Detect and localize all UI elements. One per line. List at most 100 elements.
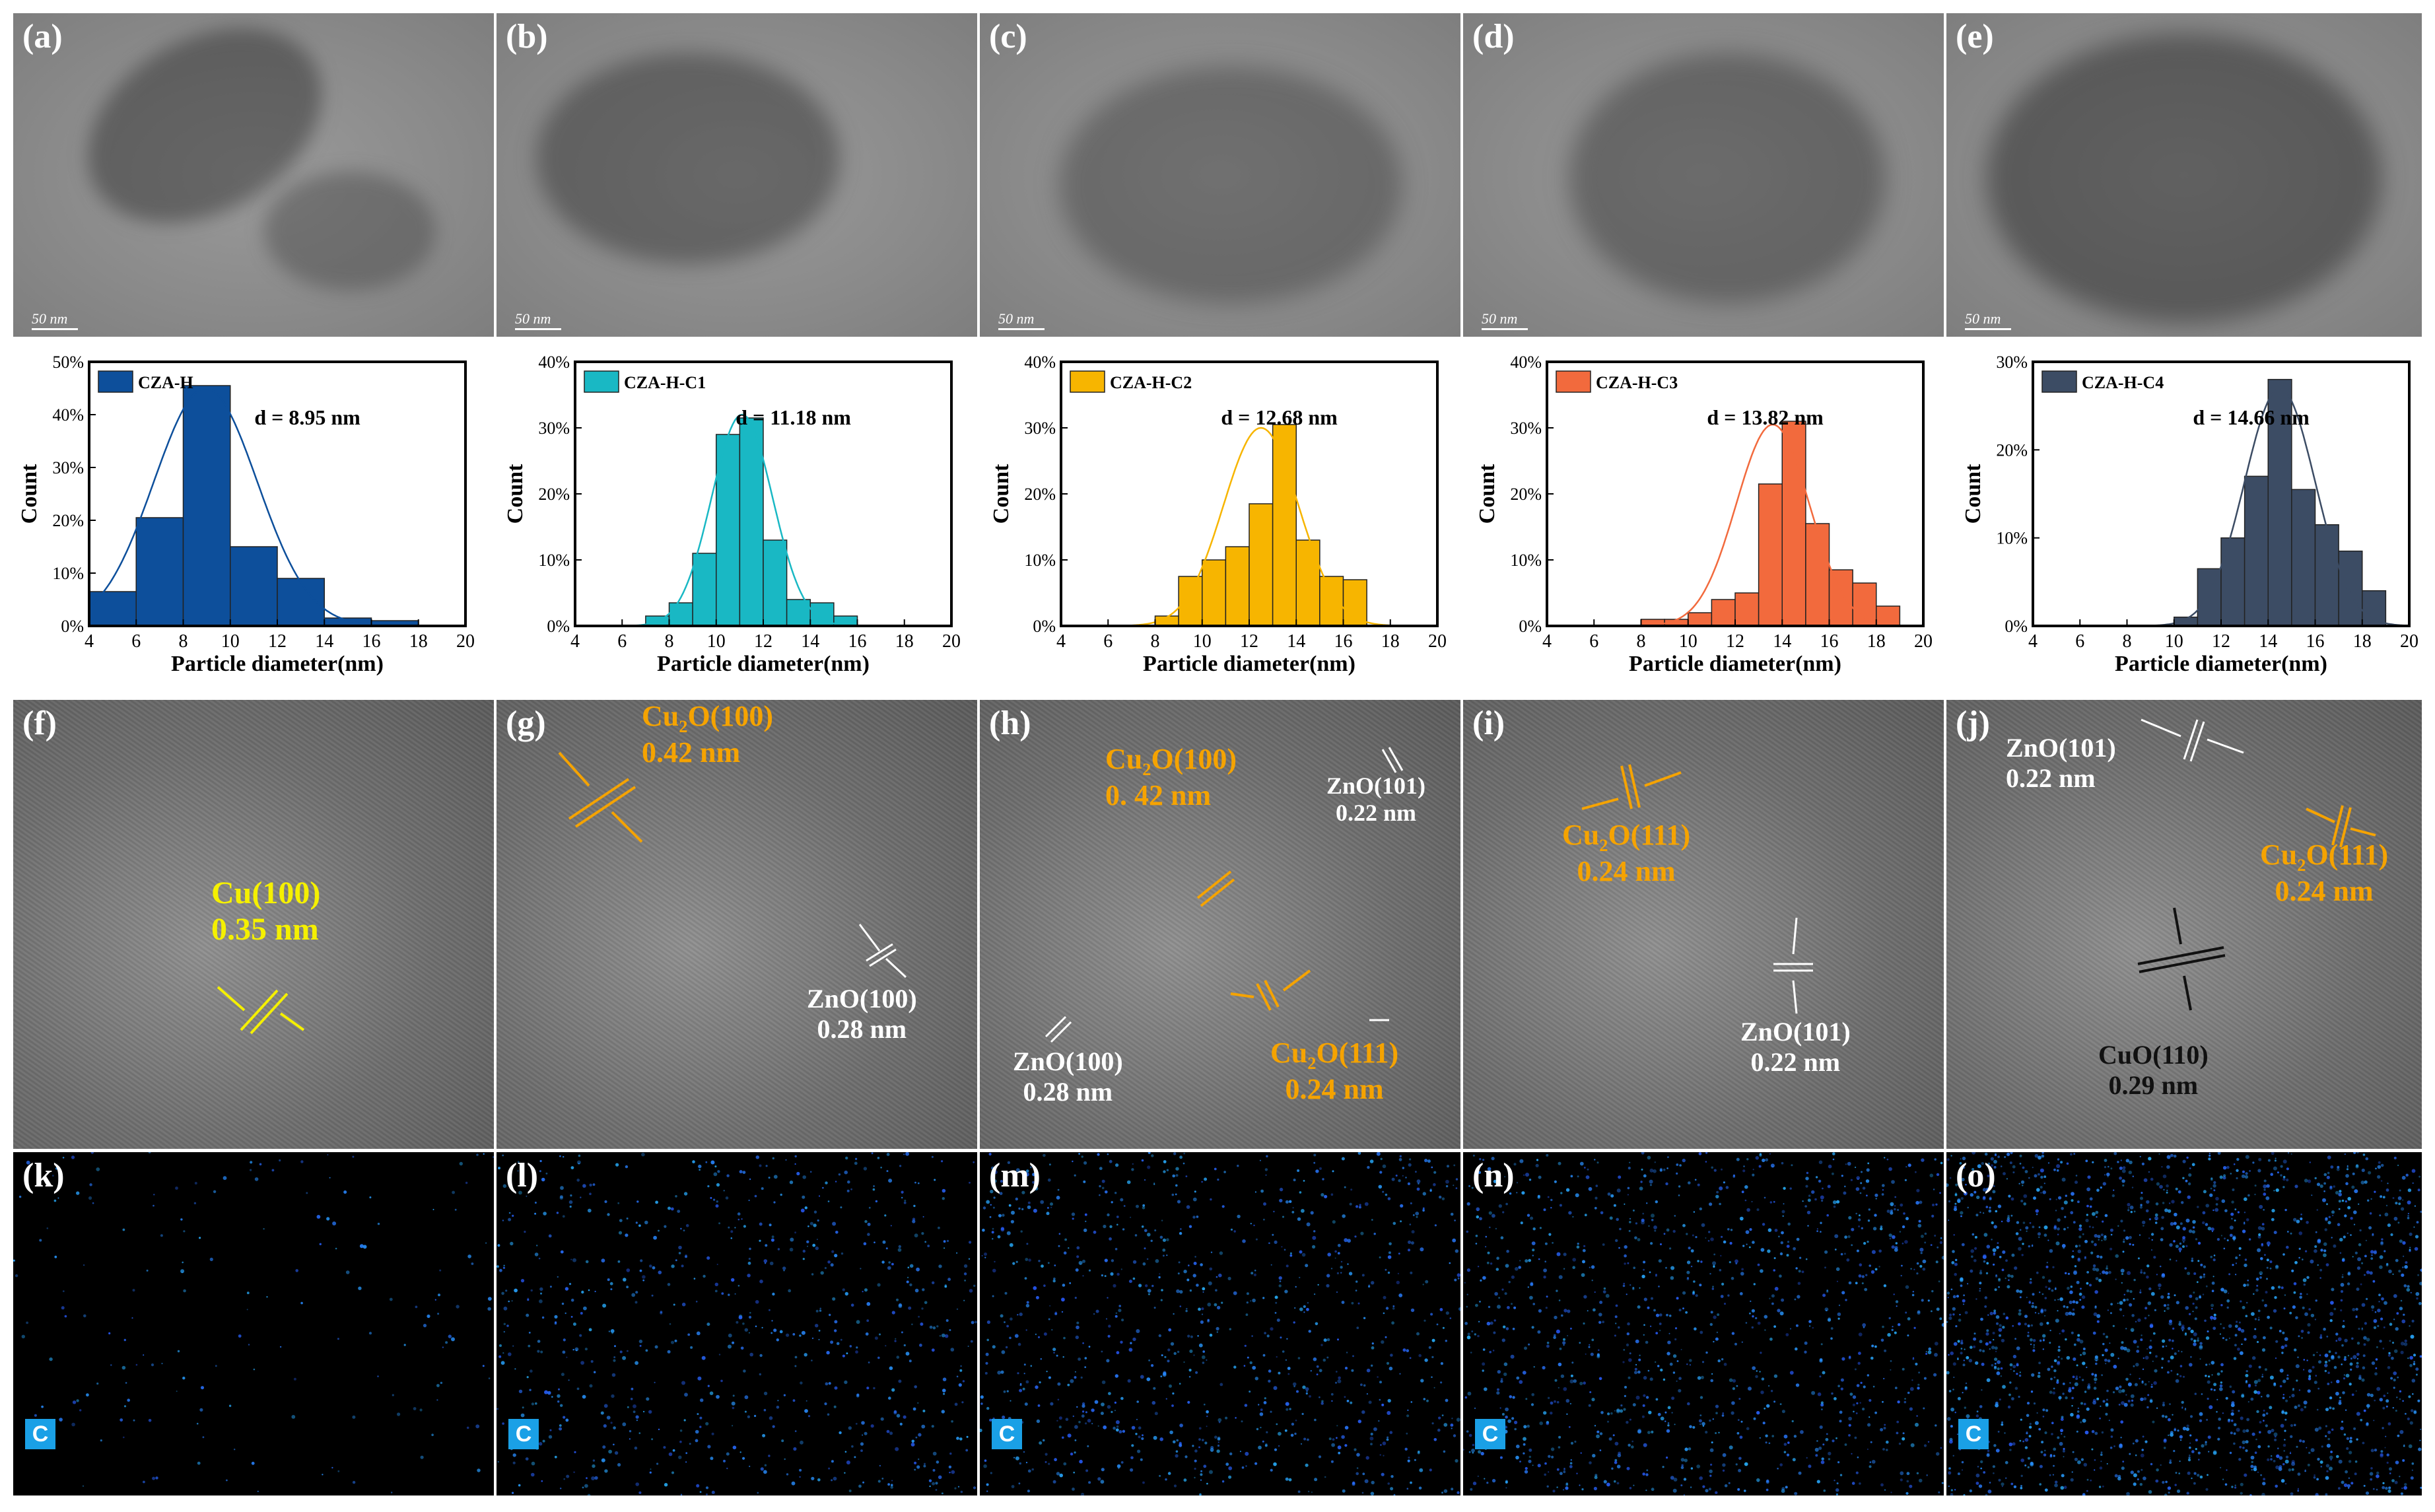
x-tick-label: 12 [268,631,287,652]
eds-dot [1565,1398,1570,1403]
eds-dot [1069,1282,1072,1284]
eds-dot [757,1492,759,1494]
eds-dot [1447,1165,1449,1168]
eds-dot [1989,1311,1993,1315]
eds-dot [914,1181,916,1184]
eds-dot [1596,1161,1599,1164]
eds-dot [53,1199,57,1202]
eds-dot [1874,1345,1877,1348]
eds-dot [2133,1298,2135,1300]
eds-dot [2087,1385,2091,1389]
eds-dot [1085,1220,1087,1222]
eds-dot [2189,1442,2191,1444]
eds-dot [1025,1258,1029,1261]
eds-dot [2175,1379,2179,1383]
eds-dot [2315,1375,2317,1377]
eds-dot [151,1363,154,1367]
eds-dot [1397,1272,1399,1274]
eds-dot [2189,1294,2193,1298]
eds-dot [1010,1317,1013,1321]
eds-dot [2354,1472,2357,1476]
eds-dot [2045,1265,2049,1268]
eds-dot [2129,1235,2132,1239]
eds-dot [1847,1235,1851,1239]
tem-panel-e: (e) 50 nm [1946,13,2422,337]
eds-dot [1744,1185,1748,1189]
eds-dot [1721,1358,1724,1361]
eds-dot [1492,1478,1496,1483]
eds-dot [776,1338,779,1342]
eds-dot [1548,1471,1550,1473]
eds-dot [199,1408,203,1412]
eds-dot [1192,1445,1194,1447]
eds-dot [1520,1221,1523,1225]
eds-dot [1457,1277,1460,1280]
eds-dot [2410,1334,2415,1339]
lattice-annotation: ZnO(100) 0.28 nm [807,984,917,1045]
eds-dot [617,1260,621,1263]
eds-dot [1952,1362,1956,1366]
eds-dot [2080,1402,2083,1405]
eds-dot [1806,1210,1811,1215]
eds-dot [1989,1197,1992,1200]
eds-dot [675,1195,677,1198]
eds-dot [1524,1346,1527,1350]
eds-dot [1201,1307,1204,1311]
eds-dot [1202,1350,1205,1353]
eds-dot [2348,1477,2350,1479]
eds-dot [1177,1272,1180,1275]
eds-dot [1865,1179,1870,1183]
eds-dot [1686,1233,1688,1235]
eds-dot [1511,1275,1515,1279]
eds-dot [1558,1446,1561,1449]
eds-dot [438,1293,440,1297]
eds-dot [2253,1380,2258,1385]
eds-dot [2085,1159,2088,1163]
eds-dot [2085,1218,2089,1223]
tem-panel-d: (d) 50 nm [1463,13,1944,337]
eds-dot [1523,1174,1525,1177]
eds-dot [2019,1296,2022,1299]
eds-dot [714,1289,718,1293]
eds-dot [1513,1306,1517,1309]
eds-dot [2210,1255,2212,1258]
eds-dot [2148,1490,2152,1494]
eds-dot [749,1247,751,1251]
eds-dot [1574,1440,1577,1443]
eds-dot [1344,1426,1349,1430]
eds-dot [941,1410,945,1414]
eds-dot [502,1422,504,1425]
eds-dot [809,1171,812,1173]
eds-dot [2155,1479,2159,1483]
eds-dot [660,1311,663,1313]
eds-dot [2349,1383,2352,1386]
eds-dot [1983,1233,1988,1237]
eds-dot [434,1299,436,1301]
eds-dot [1515,1267,1519,1271]
eds-dot [1245,1313,1249,1317]
eds-dot [1731,1411,1734,1415]
eds-dot [2379,1340,2382,1343]
eds-dot [1857,1361,1861,1365]
eds-dot [2052,1474,2054,1476]
eds-dot [1346,1352,1348,1354]
eds-dot [2095,1359,2098,1361]
eds-dot [1383,1455,1385,1457]
eds-dot [2153,1256,2156,1259]
eds-dot [2086,1478,2089,1481]
eds-dot [685,1223,689,1227]
eds-dot [2319,1277,2321,1279]
eds-dot [986,1320,990,1324]
eds-dot [2337,1356,2341,1359]
eds-dot [1206,1410,1209,1414]
x-tick-label: 20 [456,631,475,652]
eds-dot [991,1231,994,1234]
eds-dot [2105,1335,2109,1338]
eds-dot [2099,1273,2102,1275]
eds-dot [2354,1460,2358,1463]
eds-dot [1523,1452,1525,1455]
eds-dot [2310,1259,2314,1264]
eds-dot [1183,1162,1185,1165]
eds-dot [1607,1412,1610,1416]
eds-dot [1667,1422,1670,1424]
